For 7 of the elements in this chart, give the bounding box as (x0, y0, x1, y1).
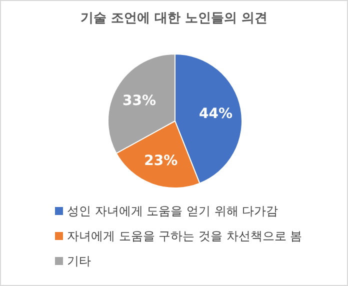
legend-label: 자녀에게 도움을 구하는 것을 차선책으로 봄 (67, 229, 302, 243)
legend-label: 성인 자녀에게 도움을 얻기 위해 다가감 (67, 204, 278, 218)
legend-label: 기타 (67, 254, 91, 268)
data-label: 23% (144, 153, 178, 170)
data-label: 33% (122, 92, 156, 109)
data-label: 44% (199, 106, 233, 122)
chart-title: 기술 조언에 대한 노인들의 의견 (80, 11, 268, 26)
